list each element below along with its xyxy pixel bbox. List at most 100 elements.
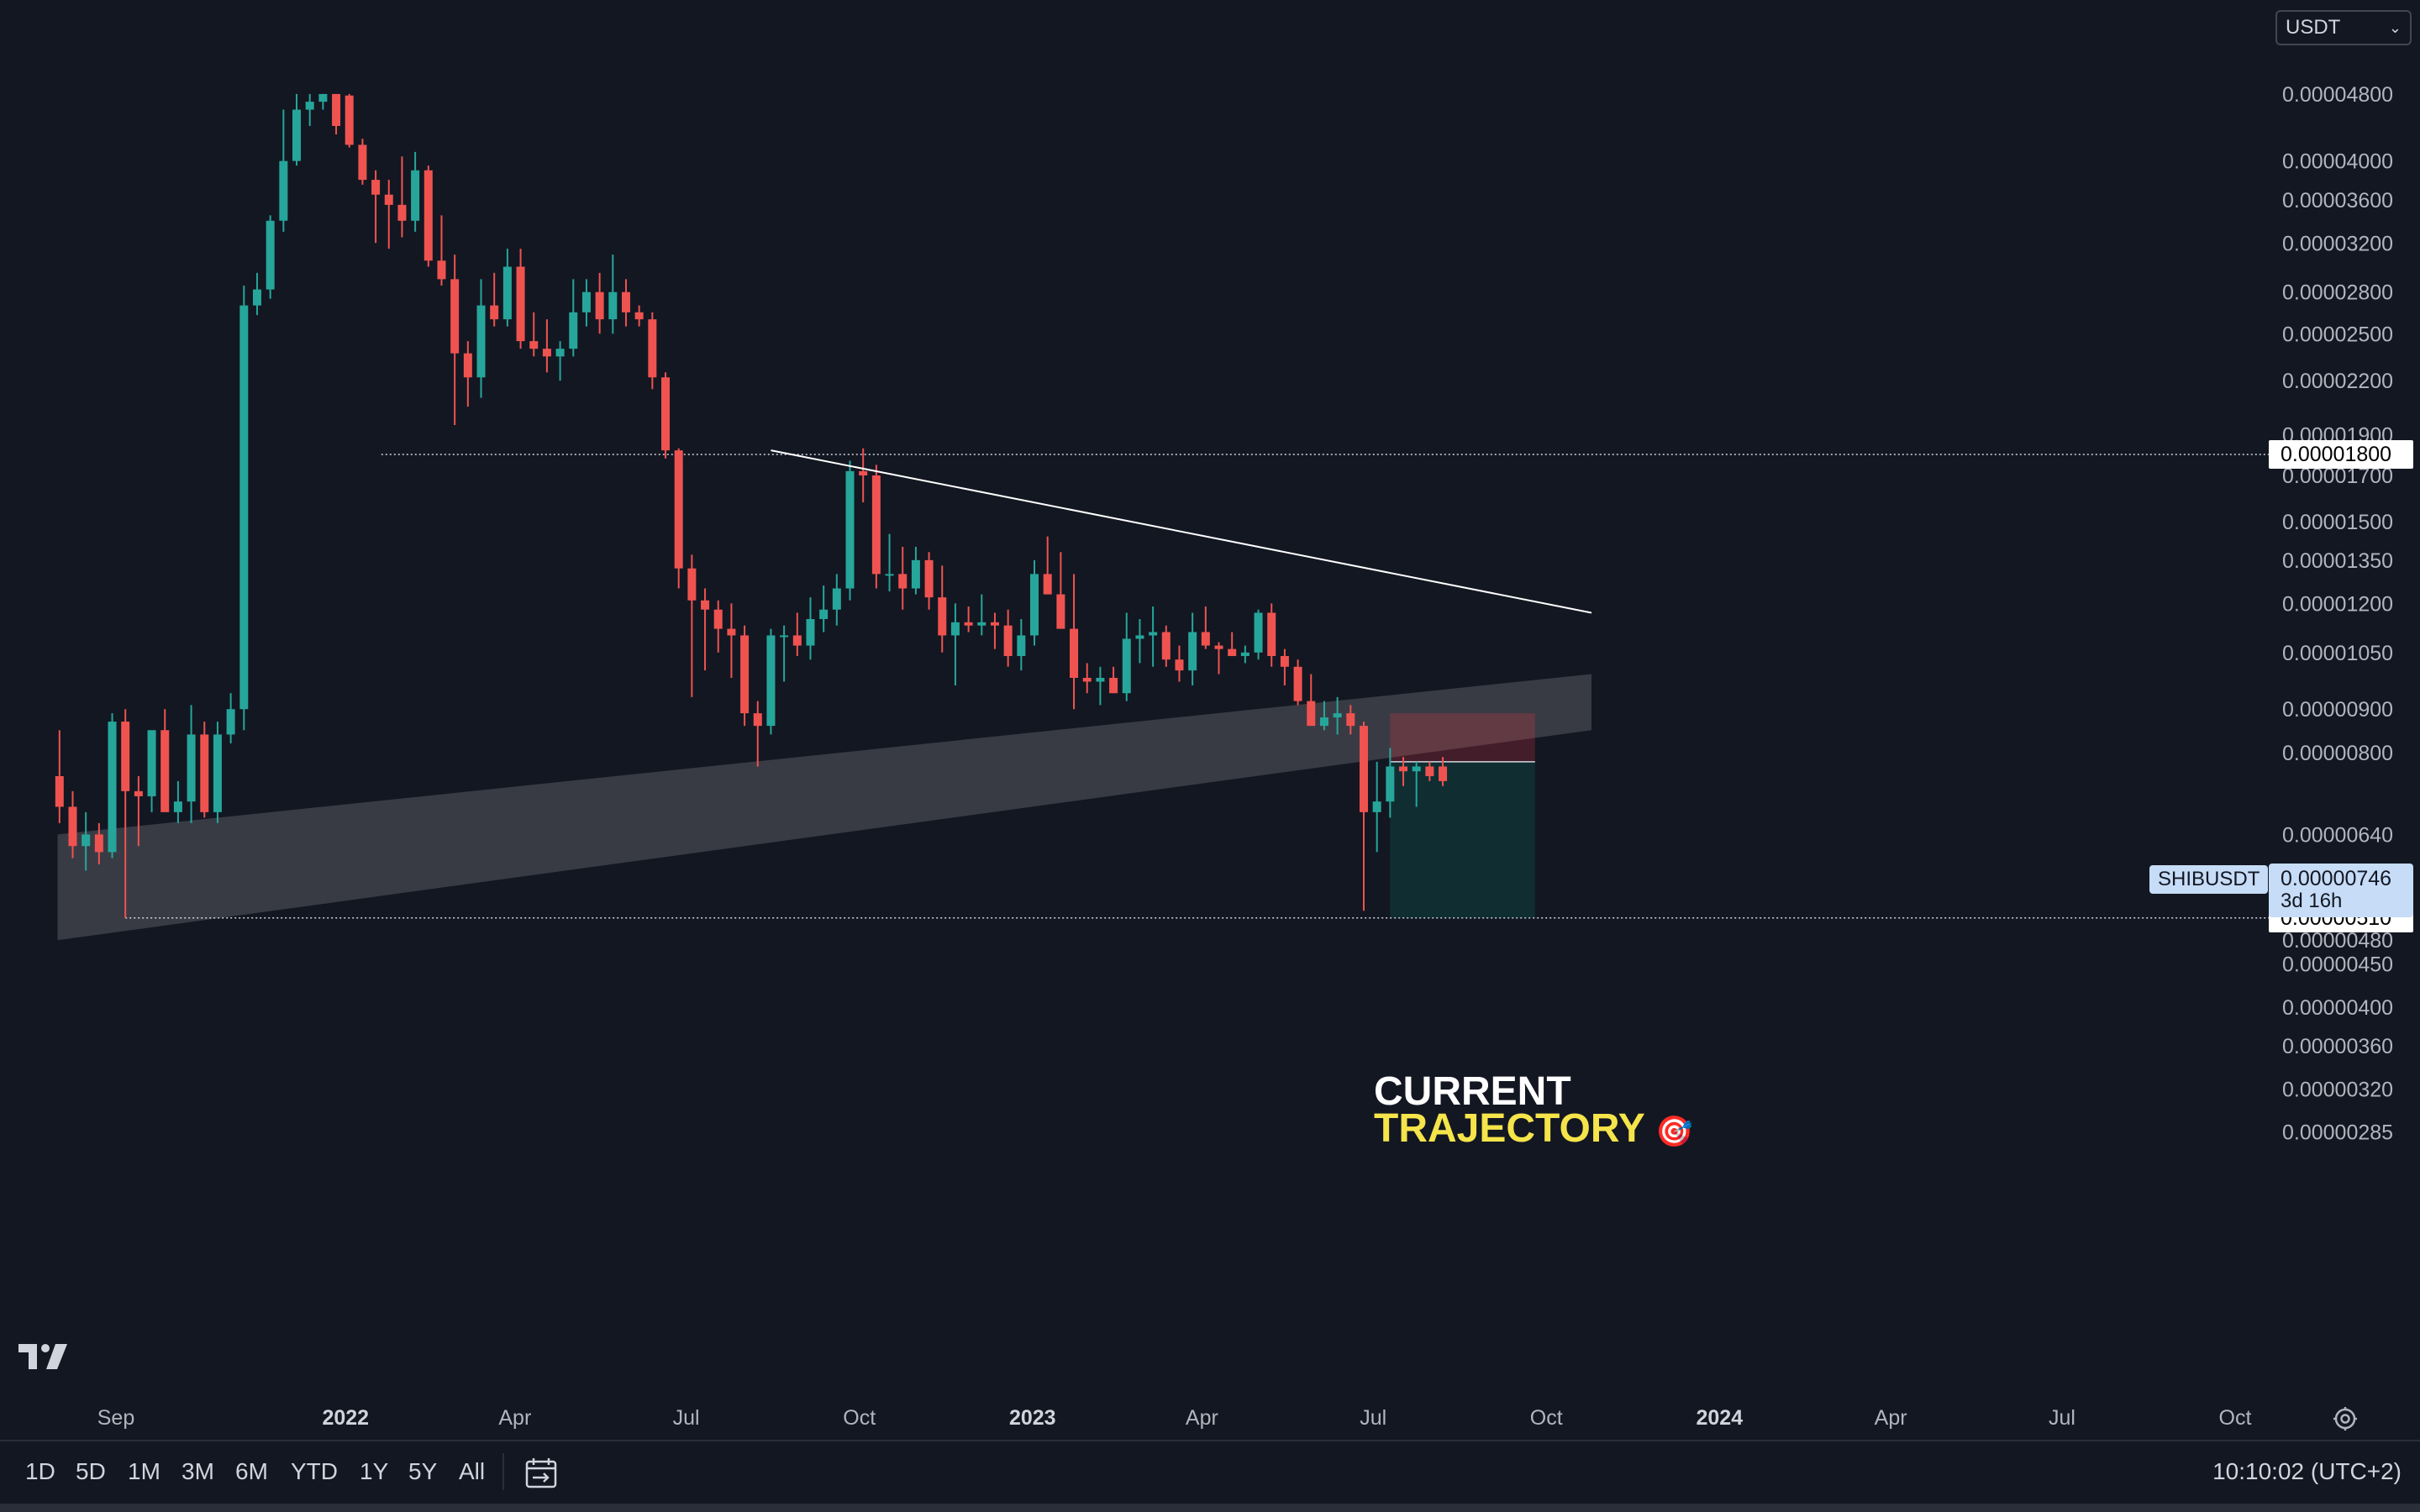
- candle-body: [358, 144, 367, 181]
- symbol-label: SHIBUSDT: [2149, 865, 2269, 894]
- candle-body: [1214, 645, 1223, 649]
- candle-body: [1254, 612, 1263, 653]
- clock-timezone[interactable]: 10:10:02 (UTC+2): [2212, 1458, 2402, 1484]
- candle-body: [1017, 635, 1026, 656]
- candle-body: [1175, 659, 1184, 671]
- candle-body: [950, 622, 960, 636]
- candle-body: [713, 609, 723, 629]
- candle-body: [990, 622, 999, 626]
- y-tick-label: 0.00000800: [2282, 742, 2393, 765]
- y-tick-label: 0.00001500: [2282, 511, 2393, 534]
- price-chart[interactable]: 0.00004800 0.00004000 0.00003600 0.00003200…: [0, 0, 2420, 1438]
- candle-body: [239, 305, 249, 710]
- candle-body: [1003, 625, 1013, 656]
- candle-body: [502, 266, 512, 320]
- candle-body: [305, 102, 314, 110]
- timeframe-button[interactable]: 6M: [235, 1458, 268, 1484]
- candle-body: [279, 160, 288, 221]
- x-tick-label: Oct: [843, 1406, 876, 1430]
- candle-body: [792, 635, 802, 646]
- candle-body: [345, 95, 354, 145]
- y-tick-label: 0.00000360: [2282, 1035, 2393, 1058]
- annotation-line1: CURRENT: [1374, 1069, 1571, 1114]
- candle-body: [1439, 766, 1448, 781]
- candle-body: [1240, 652, 1249, 656]
- x-tick-label: Apr: [498, 1406, 531, 1430]
- candle-body: [648, 319, 657, 378]
- candle-body: [200, 734, 209, 812]
- y-tick-label: 0.00000400: [2282, 996, 2393, 1020]
- timeframe-button[interactable]: 1Y: [360, 1458, 389, 1484]
- candle-body: [740, 635, 750, 714]
- candle-body: [68, 806, 77, 847]
- x-tick-label: Apr: [1875, 1406, 1907, 1430]
- candle-body: [371, 180, 381, 195]
- x-tick-label: Apr: [1186, 1406, 1218, 1430]
- candle-body: [845, 470, 855, 589]
- annotation-text: CURRENT TRAJECTORY 🎯: [1374, 1069, 1693, 1150]
- candle-body: [55, 775, 64, 807]
- candle-body: [1030, 574, 1039, 636]
- candle-body: [780, 635, 789, 638]
- candle-body: [529, 341, 539, 349]
- candle-body: [318, 93, 328, 102]
- take-profit-zone: [1390, 761, 1535, 918]
- y-tick-label: 0.00000320: [2282, 1079, 2393, 1102]
- candle-body: [1056, 594, 1065, 629]
- candle-body: [911, 559, 920, 589]
- candle-body: [555, 349, 565, 357]
- candle-body: [463, 353, 472, 378]
- x-tick-label: 2023: [1009, 1406, 1056, 1430]
- candle-body: [701, 600, 710, 610]
- x-tick-label: Sep: [97, 1406, 134, 1430]
- y-tick-label: 0.00002500: [2282, 323, 2393, 346]
- timeframe-button[interactable]: 5Y: [408, 1458, 438, 1484]
- candle-body: [871, 475, 881, 575]
- candle-body: [1386, 766, 1395, 802]
- y-tick-label: 0.00003600: [2282, 189, 2393, 213]
- timeframe-button[interactable]: 1D: [25, 1458, 55, 1484]
- y-tick-label: 0.00000900: [2282, 698, 2393, 722]
- candle-body: [898, 574, 908, 589]
- candle-body: [292, 109, 302, 161]
- candle-body: [542, 349, 551, 357]
- resistance-trendline: [771, 449, 1592, 614]
- candle-body: [450, 279, 460, 354]
- candle-body: [1161, 632, 1171, 660]
- candle-body: [661, 377, 671, 451]
- gear-icon[interactable]: [2331, 1404, 2360, 1437]
- candle-body: [1293, 666, 1302, 701]
- candle-body: [252, 289, 261, 306]
- y-tick-label: 0.00004000: [2282, 150, 2393, 174]
- timeframe-button[interactable]: 1M: [128, 1458, 160, 1484]
- candle-body: [134, 790, 143, 796]
- currency-select[interactable]: USDT ⌄: [2275, 10, 2412, 45]
- candle-body: [938, 597, 947, 636]
- candle-body: [108, 722, 117, 853]
- candle-body: [1188, 632, 1197, 671]
- candle-body: [634, 312, 644, 320]
- candle-body: [687, 568, 697, 601]
- candle-body: [173, 801, 182, 812]
- timeframe-button[interactable]: 5D: [76, 1458, 106, 1484]
- candle-body: [766, 635, 776, 727]
- support-channel: [57, 674, 1591, 941]
- y-tick-label: 0.00001350: [2282, 549, 2393, 573]
- y-tick-label: 0.00004800: [2282, 83, 2393, 107]
- stop-loss-zone: [1390, 713, 1535, 762]
- last-price-value: 0.00000746: [2281, 867, 2392, 890]
- candle-body: [1333, 713, 1342, 718]
- candle-body: [924, 559, 934, 598]
- y-tick-label: 0.00003200: [2282, 232, 2393, 255]
- candle-body: [753, 713, 762, 727]
- bottom-toolbar: 1D 5D 1M 3M 6M YTD 1Y 5Y All 10:10:02 (UTC+2): [0, 1440, 2420, 1504]
- candle-body: [621, 291, 630, 312]
- timeframe-button[interactable]: 3M: [182, 1458, 214, 1484]
- y-tick-label: 0.00000285: [2282, 1121, 2393, 1144]
- timeframe-button[interactable]: YTD: [291, 1458, 338, 1484]
- tradingview-logo-icon[interactable]: [18, 1342, 71, 1375]
- y-tick-label: 0.00002800: [2282, 281, 2393, 305]
- date-range-icon[interactable]: [523, 1455, 560, 1496]
- timeframe-button[interactable]: All: [459, 1458, 486, 1484]
- candle-body: [187, 734, 196, 802]
